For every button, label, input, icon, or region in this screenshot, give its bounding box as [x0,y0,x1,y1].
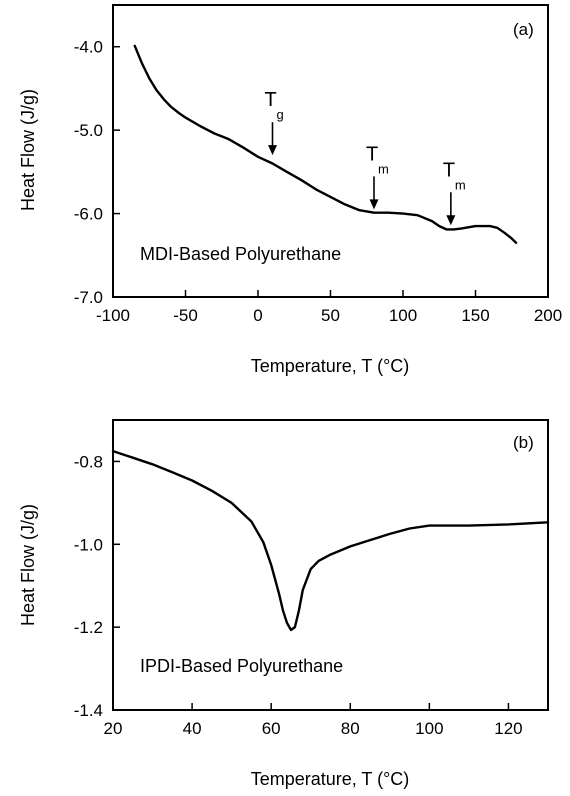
panel-label-b: (b) [513,433,534,452]
annotation-arrowhead [268,145,277,156]
y-tick-label: -5.0 [74,121,103,140]
x-tick-label: 40 [183,719,202,738]
x-tick-label: 200 [534,306,562,325]
annotation-tg-0: Tg [265,89,284,156]
x-tick-label: -100 [96,306,130,325]
series-line-b [111,449,550,632]
y-tick-label: -7.0 [74,288,103,307]
annotation-subscript: m [378,161,389,176]
x-tick-label: -50 [173,306,198,325]
x-tick-label: 0 [253,306,262,325]
y-axis-title-b: Heat Flow (J/g) [18,504,38,626]
y-tick-label: -1.2 [74,618,103,637]
x-tick-label: 20 [104,719,123,738]
y-tick-label: -1.0 [74,535,103,554]
y-axis-title-a: Heat Flow (J/g) [18,89,38,211]
series-line-a [133,44,518,244]
annotation-symbol: T [265,89,277,111]
x-axis-b: 20 40 60 80 100 120 [104,703,523,738]
panel-label-a: (a) [513,20,534,39]
annotation-tm-2: Tm [443,159,466,226]
x-tick-label: 60 [262,719,281,738]
annotation-arrowhead [446,215,456,226]
x-axis-title-a: Temperature, T (°C) [251,356,410,376]
plot-frame-b [112,419,549,711]
x-axis-a: -100 -50 0 50 100 150 200 [96,290,562,325]
annotation-subscript: g [277,107,284,122]
annotation-arrowhead [369,199,379,210]
y-axis-b: -1.4 -1.2 -1.0 -0.8 [74,452,120,720]
annotation-tm-1: Tm [366,143,389,210]
y-tick-label: -4.0 [74,38,103,57]
y-axis-a: -7.0 -6.0 -5.0 -4.0 [74,38,120,307]
annotation-symbol: T [443,159,455,181]
x-tick-label: 120 [494,719,522,738]
x-tick-label: 100 [389,306,417,325]
x-tick-label: 150 [461,306,489,325]
panel-a: -100 -50 0 50 100 150 200 -7.0-6.0-5.0-4.0 TgT… [18,4,562,376]
annotation-symbol: T [366,143,378,165]
x-tick-label: 50 [321,306,340,325]
x-tick-label: 80 [341,719,360,738]
y-tick-label: -1.4 [74,701,103,720]
series-label-b: IPDI-Based Polyurethane [140,656,343,676]
x-axis-title-b: Temperature, T (°C) [251,769,410,789]
y-tick-label: -6.0 [74,205,103,224]
x-tick-label: 100 [415,719,443,738]
annotation-subscript: m [455,177,466,192]
y-tick-label: -0.8 [74,452,103,471]
panel-b: 20 40 60 80 100 120 -1.4 -1.2 -1.0 -0.8 (b) IPDI… [18,419,550,789]
series-label-a: MDI-Based Polyurethane [140,244,341,264]
